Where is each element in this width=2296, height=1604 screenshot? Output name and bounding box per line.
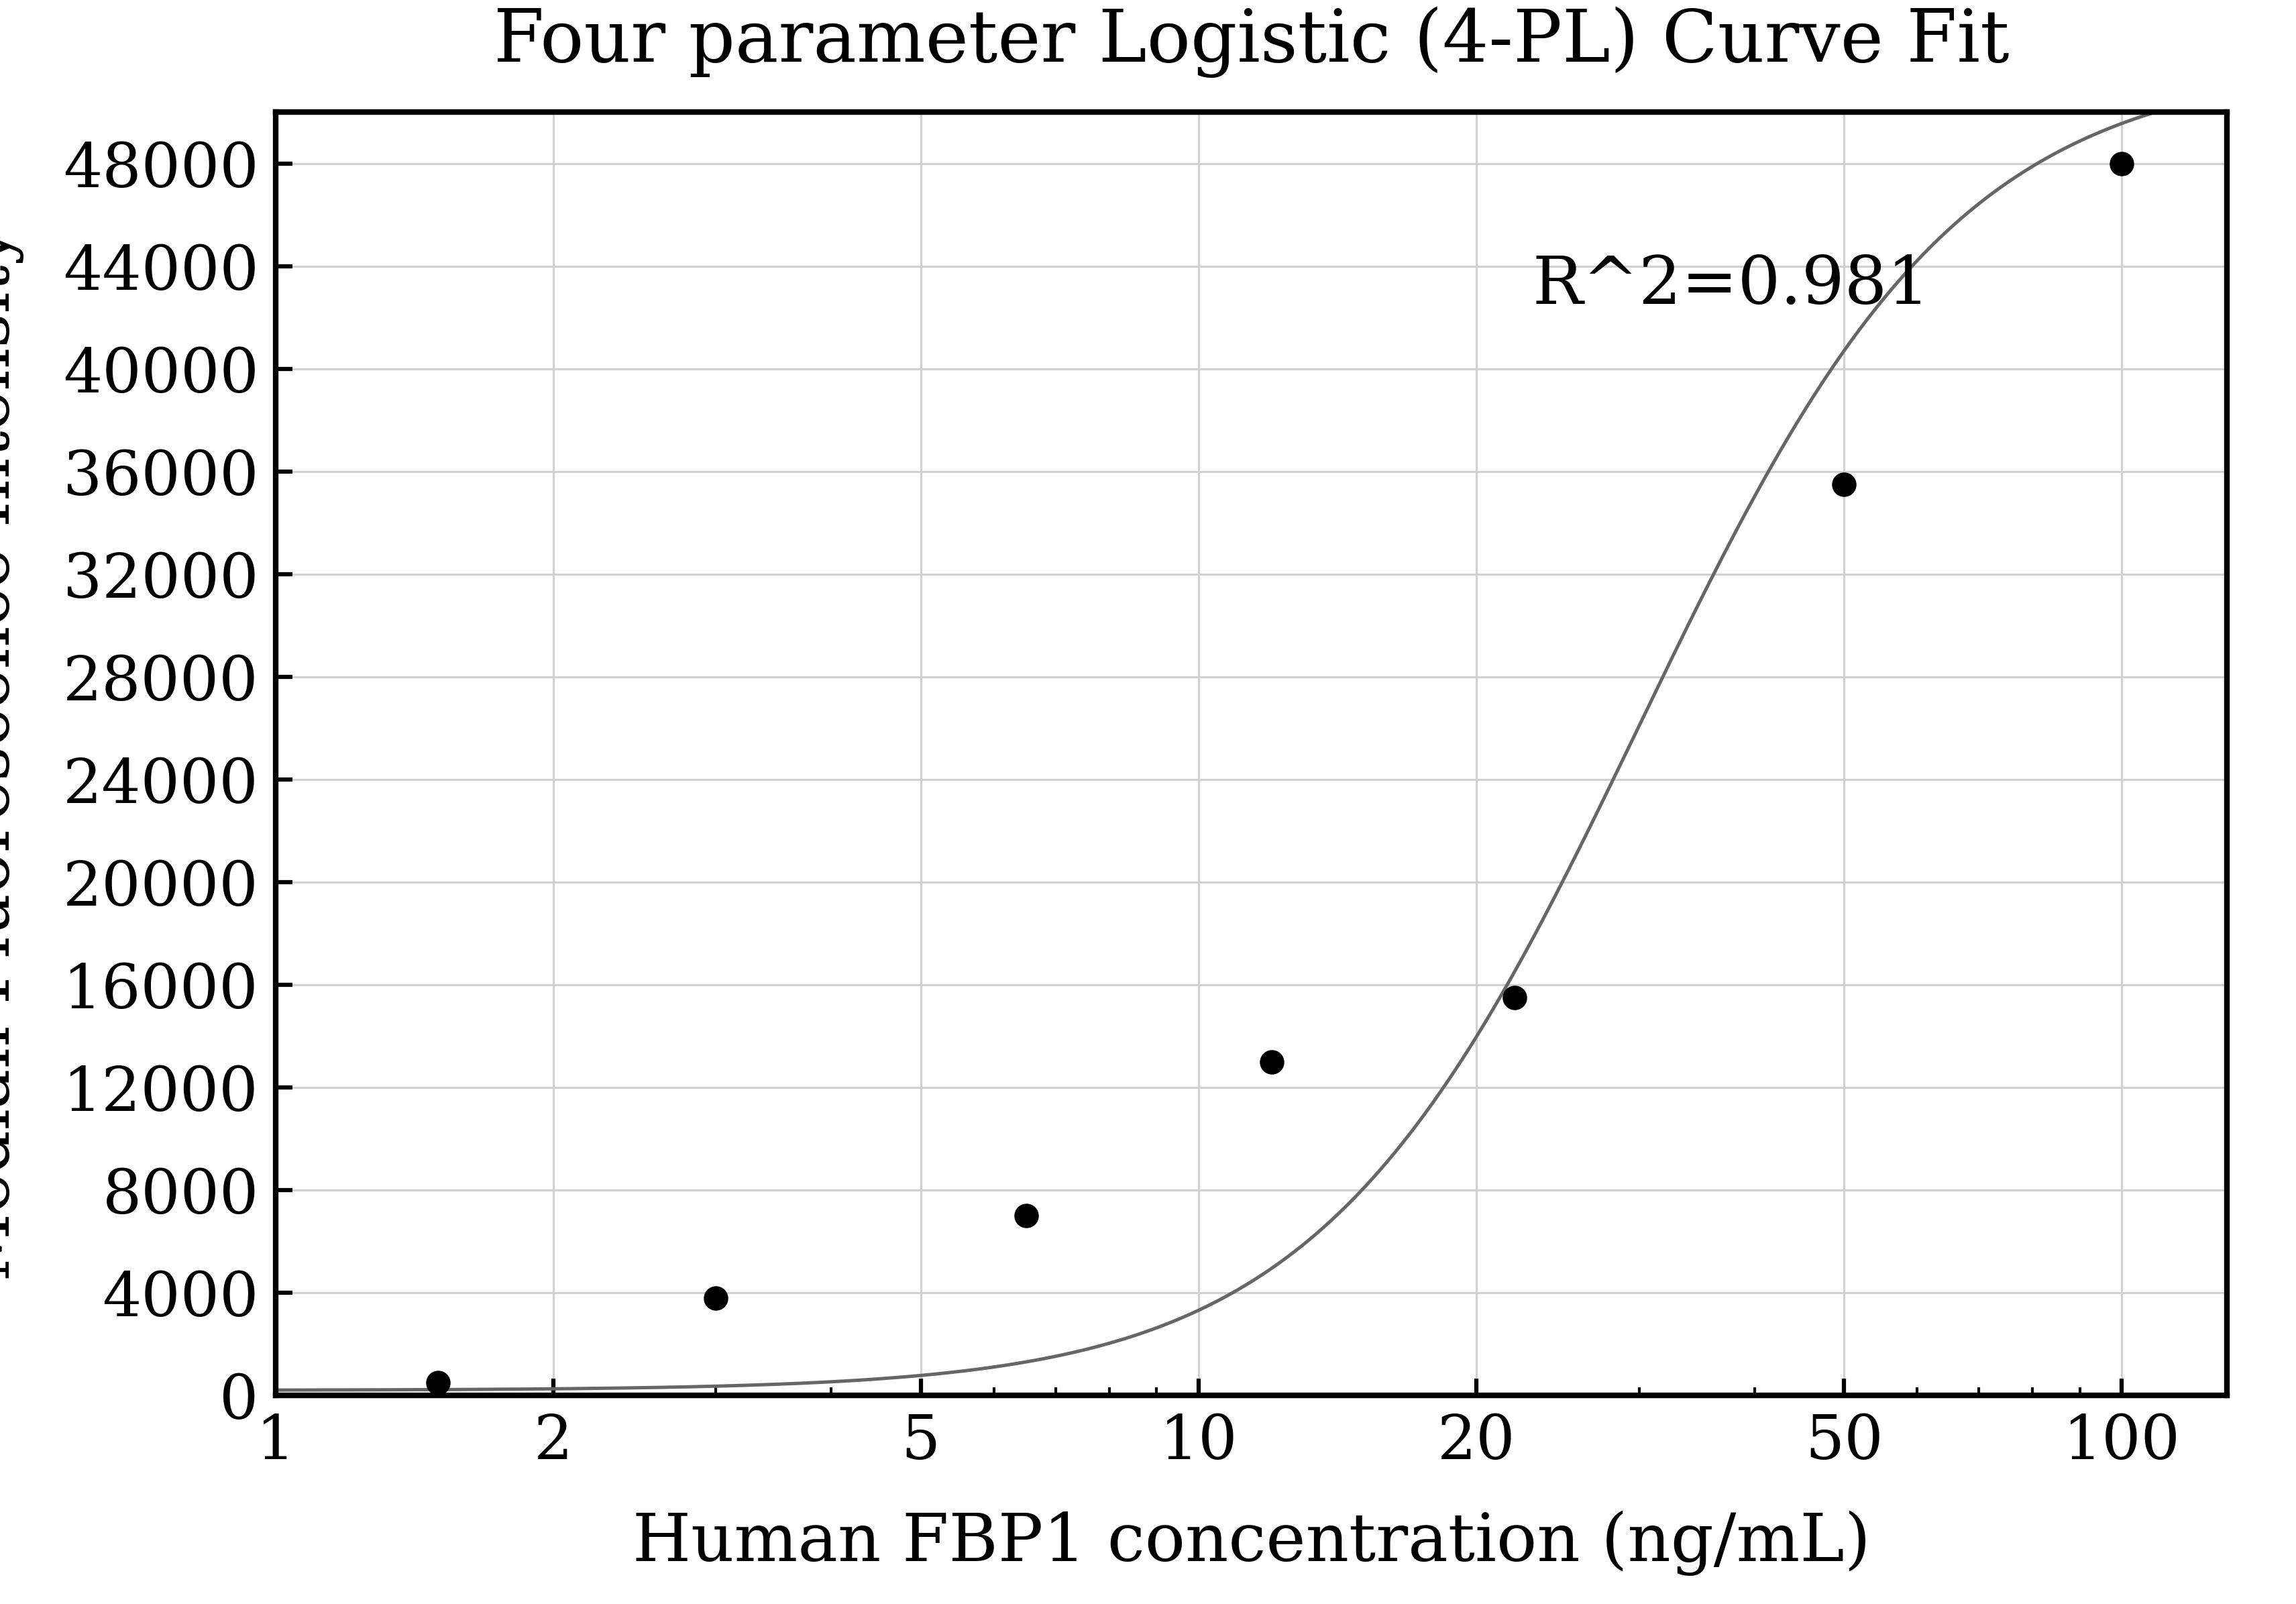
Title: Four parameter Logistic (4-PL) Curve Fit: Four parameter Logistic (4-PL) Curve Fit	[494, 6, 2009, 79]
Point	[1497, 985, 1534, 1011]
Point	[698, 1285, 735, 1310]
Text: R^2=0.981: R^2=0.981	[1534, 253, 1931, 318]
Point	[420, 1370, 457, 1395]
Point	[2103, 151, 2140, 176]
Point	[1825, 472, 1862, 497]
Y-axis label: Median Fluorescence Intensity: Median Fluorescence Intensity	[0, 226, 23, 1282]
Point	[1008, 1203, 1045, 1229]
Point	[1254, 1049, 1290, 1075]
X-axis label: Human FBP1 concentration (ng/mL): Human FBP1 concentration (ng/mL)	[631, 1511, 1871, 1577]
